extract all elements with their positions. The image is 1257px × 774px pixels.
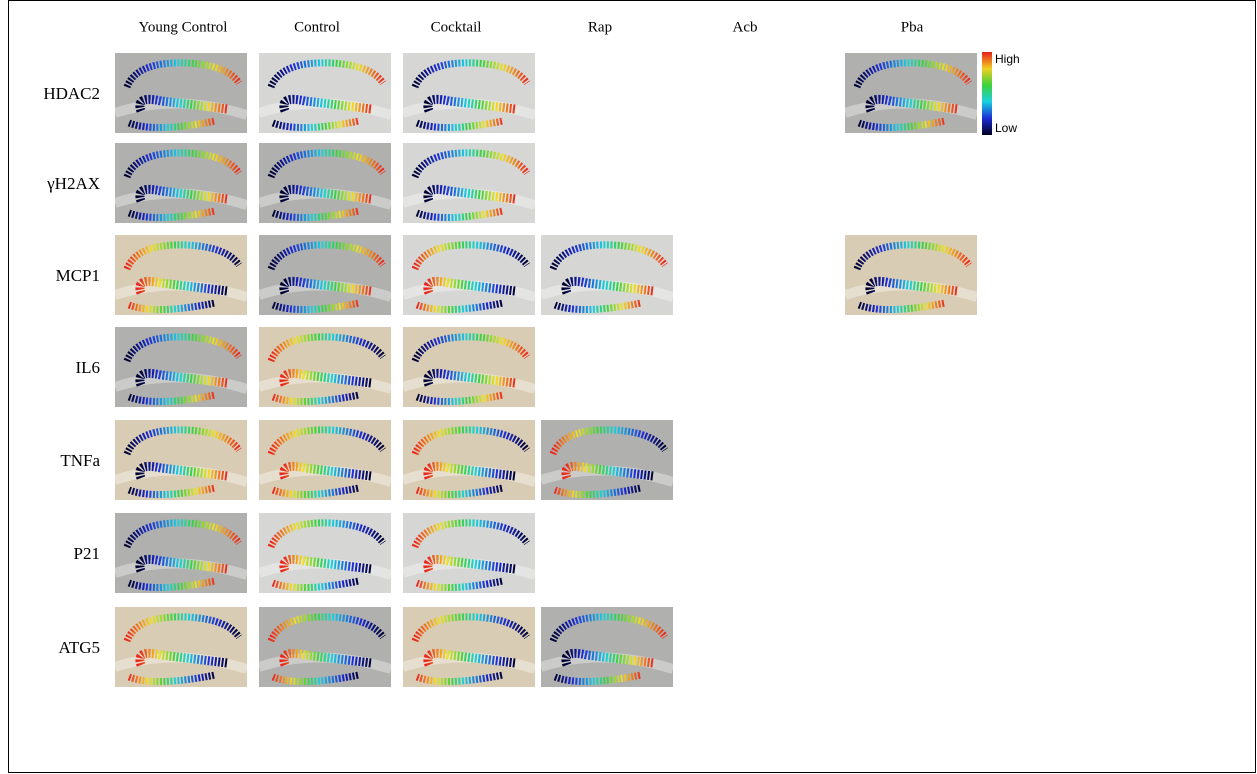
tissue-panel xyxy=(115,420,247,500)
tissue-panel xyxy=(403,53,535,133)
tissue-panel xyxy=(259,235,391,315)
row-label: IL6 xyxy=(75,358,100,377)
tissue-panel xyxy=(259,53,391,133)
row-label: P21 xyxy=(74,544,100,563)
tissue-panel xyxy=(403,235,535,315)
column-header: Control xyxy=(294,19,340,35)
tissue-panel xyxy=(259,513,391,593)
row-label: ATG5 xyxy=(58,638,100,657)
tissue-panel xyxy=(115,53,247,133)
colorbar-low: Low xyxy=(995,121,1017,135)
tissue-panel xyxy=(541,420,673,500)
row-label: TNFa xyxy=(60,451,100,470)
tissue-panel xyxy=(541,607,673,687)
tissue-panel xyxy=(259,607,391,687)
colorbar-high: High xyxy=(995,52,1020,66)
tissue-panel xyxy=(403,143,535,223)
tissue-panel xyxy=(845,53,977,133)
column-header: Cocktail xyxy=(431,19,482,35)
tissue-panel xyxy=(115,327,247,407)
tissue-panel xyxy=(403,420,535,500)
column-header: Young Control xyxy=(139,19,228,35)
colorbar xyxy=(982,52,992,135)
tissue-panel xyxy=(115,513,247,593)
tissue-panel xyxy=(403,607,535,687)
tissue-panel xyxy=(259,327,391,407)
row-label: γH2AX xyxy=(46,174,100,193)
tissue-panel xyxy=(259,420,391,500)
column-header: Rap xyxy=(588,19,612,35)
tissue-panel xyxy=(115,235,247,315)
row-label: MCP1 xyxy=(56,266,100,285)
tissue-panel xyxy=(115,607,247,687)
tissue-panel xyxy=(541,235,673,315)
row-label: HDAC2 xyxy=(43,84,100,103)
tissue-panel xyxy=(259,143,391,223)
figure: High Low Young Control Control Cocktail Rap… xyxy=(0,0,1257,774)
tissue-panel xyxy=(403,513,535,593)
column-header: Pba xyxy=(901,19,924,35)
panels xyxy=(115,53,977,687)
tissue-panel xyxy=(845,235,977,315)
column-header: Acb xyxy=(733,19,758,35)
tissue-panel xyxy=(403,327,535,407)
tissue-panel xyxy=(115,143,247,223)
